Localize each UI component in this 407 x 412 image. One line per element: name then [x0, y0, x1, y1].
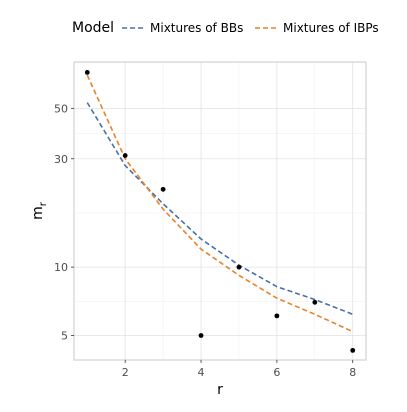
grid — [74, 62, 366, 360]
data-point — [160, 186, 166, 192]
fitted-lines — [86, 74, 354, 333]
plot-panel — [74, 62, 366, 360]
data-point — [198, 333, 204, 338]
legend-label-bbs: Mixtures of BBs — [150, 21, 243, 35]
x-tick-label: 4 — [198, 366, 205, 379]
y-tick-label: 50 — [54, 102, 68, 115]
data-points — [84, 69, 356, 353]
series-line-ibps — [86, 74, 354, 333]
plot-background — [74, 62, 366, 360]
panel-border — [73, 61, 367, 361]
series-line-bbs — [86, 102, 354, 316]
data-point — [274, 313, 280, 319]
legend: Model Mixtures of BBs Mixtures of IBPs — [72, 20, 379, 36]
data-point — [236, 264, 242, 270]
y-tick-label: 5 — [61, 329, 68, 342]
x-tick-label: 6 — [273, 366, 280, 379]
y-axis-title: mr — [30, 201, 49, 220]
y-axis-title-base: m — [30, 206, 46, 220]
y-axis-title-subscript: r — [38, 201, 49, 206]
data-point — [84, 69, 90, 75]
legend-label-ibps: Mixtures of IBPs — [283, 21, 379, 35]
legend-title: Model — [72, 20, 114, 36]
data-point — [350, 347, 356, 353]
x-tick-label: 8 — [349, 366, 356, 379]
x-tick-label: 2 — [122, 366, 129, 379]
y-tick-label: 30 — [54, 153, 68, 166]
y-tick-label: 10 — [54, 261, 68, 274]
data-point — [122, 153, 128, 158]
x-axis-title: r — [217, 382, 223, 398]
data-point — [312, 299, 318, 305]
